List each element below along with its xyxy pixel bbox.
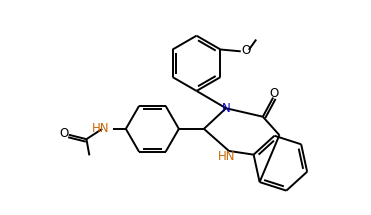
- Text: O: O: [269, 87, 278, 100]
- Text: HN: HN: [219, 150, 236, 163]
- Text: O: O: [242, 44, 251, 57]
- Text: O: O: [59, 127, 68, 140]
- Text: HN: HN: [91, 122, 109, 135]
- Text: N: N: [222, 102, 231, 115]
